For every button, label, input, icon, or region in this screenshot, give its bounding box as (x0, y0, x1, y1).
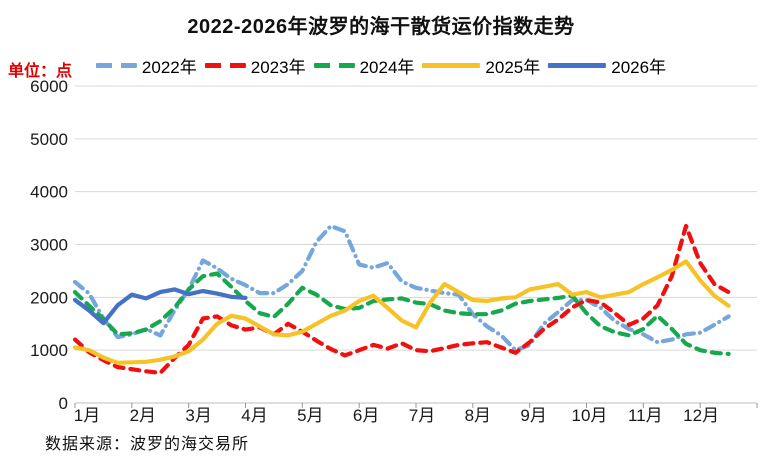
series-line-2023年 (72, 223, 731, 375)
y-axis-unit-label: 单位：点 (8, 63, 73, 80)
y-axis-label: 6000 (30, 77, 68, 96)
series-line-2026年 (72, 287, 248, 326)
legend-label: 2022年 (141, 58, 197, 77)
x-axis-label: 8月 (465, 406, 491, 425)
x-axis-label: 5月 (297, 406, 323, 425)
x-axis-label: 2月 (130, 406, 156, 425)
x-axis-label: 6月 (353, 406, 379, 425)
legend-line-sample (95, 63, 137, 68)
legend-label: 2023年 (250, 58, 306, 77)
legend-line-sample (313, 63, 355, 68)
legend-label: 2026年 (611, 58, 667, 77)
legend-label: 2024年 (359, 58, 415, 77)
series-line-2025年 (72, 259, 731, 365)
x-axis-label: 3月 (185, 406, 211, 425)
y-axis-label: 1000 (30, 341, 68, 360)
legend-item-2022年: 2022年 (95, 53, 197, 78)
legend-line-sample (548, 63, 607, 68)
y-axis-label: 4000 (30, 183, 68, 202)
x-axis-label: 12月 (683, 406, 719, 425)
legend-item-2025年: 2025年 (422, 53, 540, 78)
data-source-note: 数据来源：波罗的海交易所 (45, 436, 250, 453)
legend-line-sample (204, 63, 246, 68)
legend-label: 2025年 (485, 58, 541, 77)
x-axis-label: 1月 (74, 406, 100, 425)
x-axis-label: 11月 (628, 406, 663, 425)
legend-item-2024年: 2024年 (313, 53, 415, 78)
chart-title: 2022-2026年波罗的海干散货运价指数走势 (187, 16, 575, 38)
x-axis-label: 9月 (520, 406, 546, 425)
y-axis-label: 5000 (30, 130, 68, 149)
y-axis-label: 2000 (30, 288, 68, 307)
legend-item-2023年: 2023年 (204, 53, 306, 78)
chart-legend: 2022年 2023年 2024年 2025年 2026年 (92, 53, 670, 78)
legend-item-2026年: 2026年 (548, 53, 666, 78)
legend-line-sample (422, 63, 481, 68)
y-axis-label: 3000 (30, 236, 68, 255)
series-line-2024年 (72, 271, 731, 356)
x-axis-label: 7月 (409, 406, 435, 425)
x-axis-label: 10月 (572, 406, 608, 425)
y-axis-label: 0 (59, 394, 68, 413)
x-axis-label: 4月 (241, 406, 267, 425)
series-line-2022年 (72, 223, 731, 353)
